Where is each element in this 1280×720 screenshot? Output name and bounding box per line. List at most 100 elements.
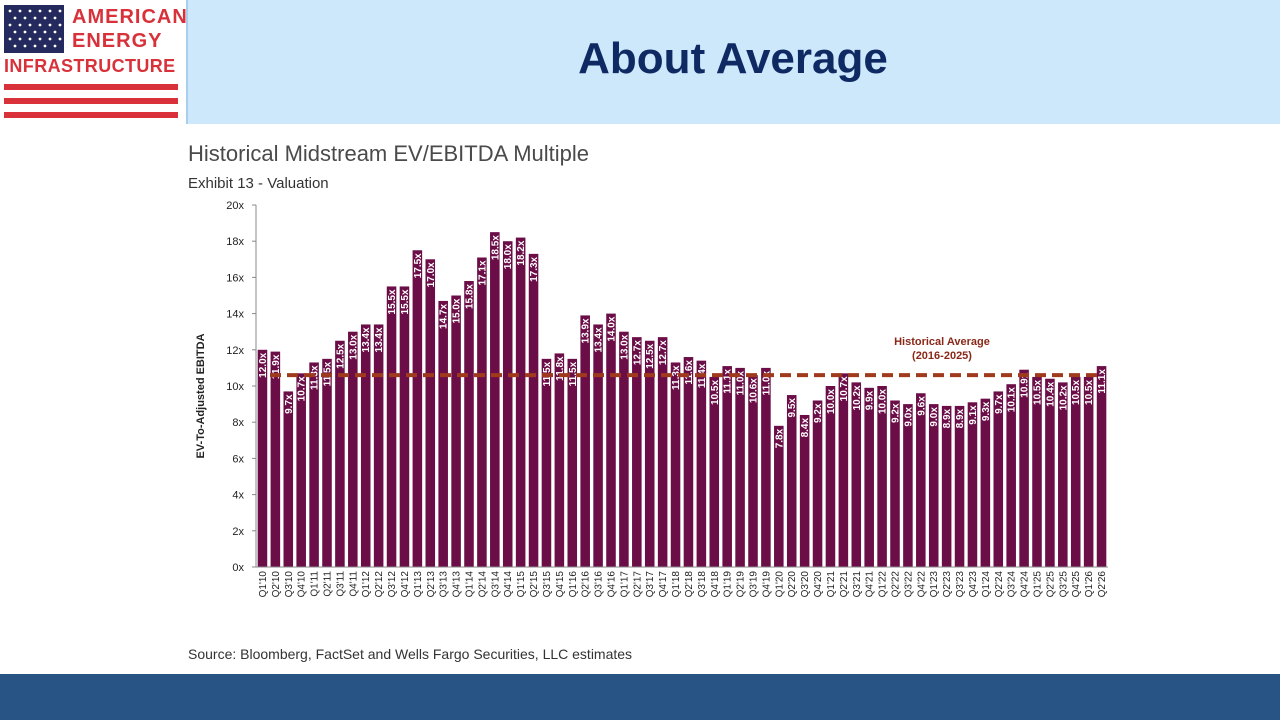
- x-tick-label: Q2'10: [271, 571, 282, 598]
- x-tick-label: Q2'25: [1045, 571, 1056, 598]
- x-tick-label: Q1'23: [929, 571, 940, 598]
- bar: [438, 300, 448, 567]
- bar: [890, 400, 900, 567]
- bar: [864, 387, 874, 567]
- x-tick-label: Q1'11: [310, 571, 321, 597]
- x-tick-label: Q3'12: [387, 571, 398, 598]
- bar: [373, 324, 384, 567]
- x-tick-label: Q3'15: [542, 571, 553, 598]
- bar: [477, 257, 487, 567]
- logo-text-infrastructure: INFRASTRUCTURE: [4, 56, 176, 76]
- y-tick-label: 8x: [232, 417, 244, 429]
- bar: [1019, 369, 1029, 567]
- data-label: 9.6x: [916, 396, 927, 416]
- bar: [464, 281, 474, 567]
- bar: [786, 395, 797, 567]
- x-tick-label: Q1'25: [1033, 571, 1044, 598]
- x-tick-label: Q4'19: [761, 571, 772, 598]
- x-tick-label: Q3'14: [490, 571, 501, 598]
- data-label: 11.8x: [555, 356, 566, 381]
- data-label: 10.9x: [1020, 372, 1031, 397]
- x-tick-label: Q4'17: [658, 571, 669, 598]
- bar: [619, 331, 629, 567]
- footer-band: [0, 674, 1280, 720]
- x-tick-label: Q4'21: [865, 571, 876, 598]
- y-tick-label: 4x: [232, 490, 244, 502]
- x-tick-label: Q1'12: [361, 571, 372, 598]
- data-label: 14.7x: [439, 303, 450, 328]
- bar: [954, 405, 965, 567]
- data-label: 11.9x: [271, 354, 282, 379]
- x-tick-label: Q4'18: [710, 571, 721, 598]
- bar: [877, 386, 887, 567]
- x-tick-label: Q2'14: [477, 571, 488, 598]
- x-tick-label: Q4'25: [1071, 571, 1082, 598]
- bar: [567, 358, 578, 567]
- data-label: 12.0x: [258, 352, 269, 377]
- bar: [412, 250, 423, 567]
- data-label: 10.7x: [839, 376, 850, 401]
- data-label: 18.0x: [503, 244, 514, 269]
- logo-text-energy: ENERGY: [72, 30, 163, 52]
- x-tick-label: Q2'16: [581, 571, 592, 598]
- x-tick-label: Q2'17: [632, 571, 643, 598]
- x-tick-label: Q1'16: [568, 571, 579, 598]
- x-tick-label: Q3'22: [903, 571, 914, 598]
- bar: [309, 362, 319, 567]
- data-label: 9.2x: [813, 403, 824, 423]
- data-label: 12.7x: [658, 340, 669, 365]
- y-tick-label: 6x: [232, 453, 244, 465]
- bar: [722, 366, 732, 567]
- bar: [928, 404, 939, 567]
- y-tick-label: 20x: [226, 200, 244, 212]
- data-label: 17.1x: [477, 260, 488, 285]
- x-tick-label: Q3'11: [335, 571, 346, 597]
- data-label: 10.0x: [826, 389, 837, 414]
- bar: [967, 402, 978, 567]
- bar: [980, 398, 991, 567]
- bar: [993, 391, 1004, 567]
- x-tick-label: Q2'19: [736, 571, 747, 598]
- data-label: 15.0x: [452, 298, 463, 323]
- x-tick-label: Q3'23: [955, 571, 966, 598]
- data-label: 8.4x: [800, 418, 811, 438]
- data-label: 11.6x: [684, 360, 695, 385]
- data-label: 10.6x: [749, 378, 760, 403]
- bar: [1032, 376, 1042, 567]
- data-label: 12.7x: [632, 340, 643, 365]
- bar: [696, 360, 707, 567]
- bar: [670, 362, 681, 567]
- x-tick-label: Q1'19: [723, 571, 734, 598]
- data-label: 15.5x: [387, 289, 398, 314]
- x-tick-label: Q4'22: [916, 571, 927, 598]
- x-tick-label: Q3'21: [852, 571, 863, 598]
- x-tick-label: Q1'10: [258, 571, 269, 598]
- x-tick-label: Q3'16: [594, 571, 605, 598]
- bar: [541, 358, 552, 567]
- bar: [1083, 376, 1094, 567]
- bar: [451, 295, 461, 567]
- bar: [838, 373, 849, 567]
- x-tick-label: Q4'14: [503, 571, 514, 598]
- data-label: 18.2x: [516, 240, 527, 265]
- data-label: 11.1x: [1097, 369, 1108, 394]
- average-label: Historical Average: [894, 336, 990, 348]
- x-tick-label: Q4'15: [555, 571, 566, 598]
- chart-source: Source: Bloomberg, FactSet and Wells Far…: [188, 646, 633, 662]
- data-label: 13.0x: [348, 334, 359, 359]
- data-label: 14.0x: [607, 316, 618, 341]
- data-label: 17.0x: [426, 262, 437, 287]
- x-tick-label: Q4'13: [452, 571, 463, 598]
- bar: [580, 315, 590, 567]
- data-label: 8.9x: [942, 408, 953, 428]
- data-label: 13.9x: [581, 318, 592, 343]
- average-label-range: (2016-2025): [912, 350, 972, 362]
- chart-subtitle: Exhibit 13 - Valuation: [188, 175, 329, 192]
- data-label: 9.3x: [981, 401, 992, 421]
- data-label: 10.5x: [710, 380, 721, 405]
- data-label: 12.5x: [645, 343, 656, 368]
- data-label: 11.0x: [761, 370, 772, 395]
- y-tick-label: 12x: [226, 345, 244, 357]
- bar: [386, 286, 397, 567]
- bar: [644, 340, 655, 567]
